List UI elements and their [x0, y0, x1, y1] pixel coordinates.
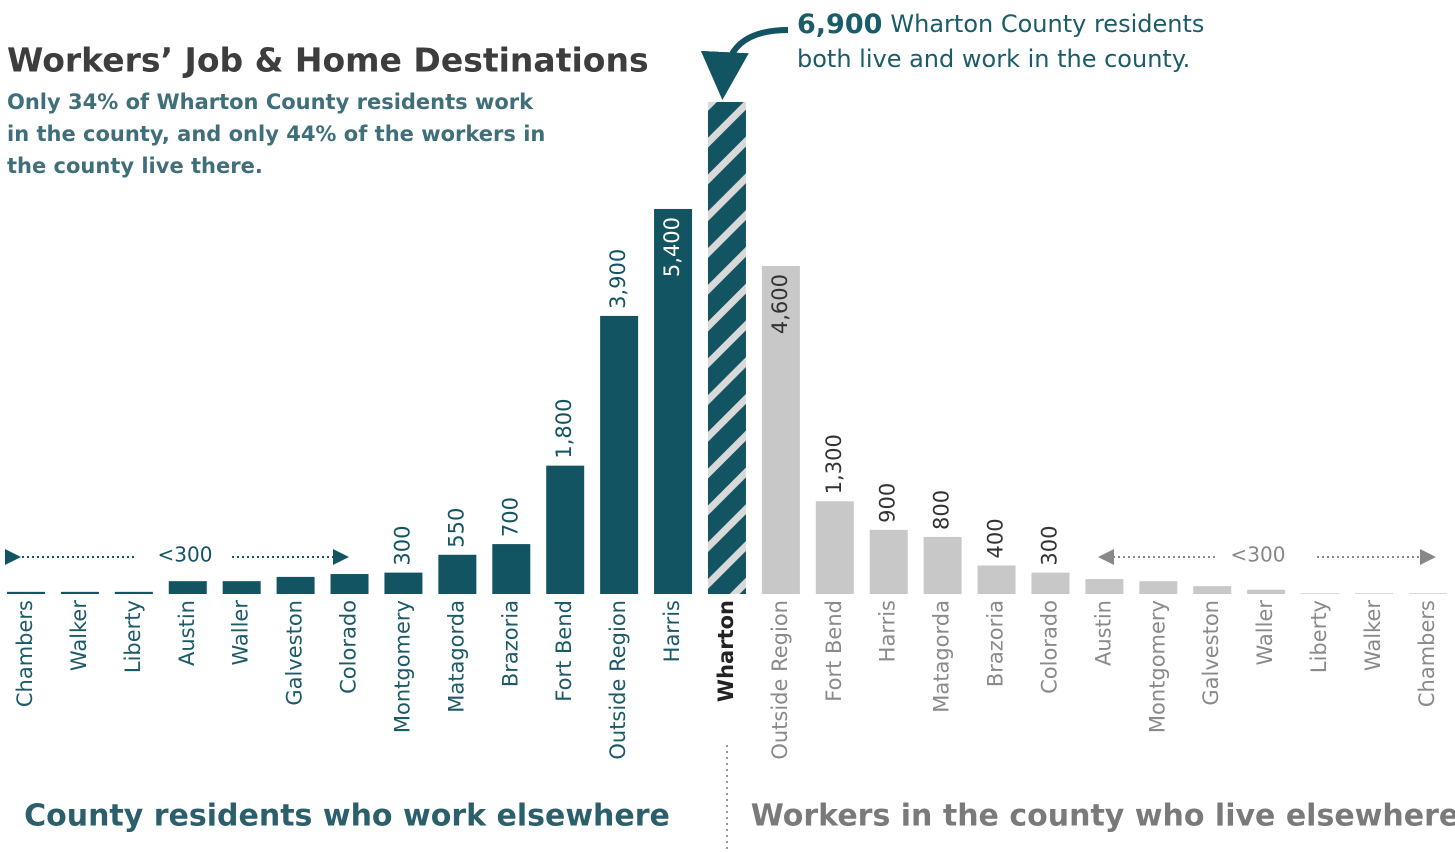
value-label: 400 [984, 518, 1008, 558]
bar [1193, 586, 1232, 594]
x-tick-label: Waller [1253, 600, 1277, 666]
bar [546, 465, 585, 594]
bar [815, 501, 854, 594]
x-tick-label: Chambers [1415, 600, 1439, 707]
value-label: 800 [930, 490, 954, 530]
x-tick-label: Brazoria [498, 600, 522, 687]
bar [977, 565, 1016, 594]
x-tick-label: Liberty [1307, 600, 1331, 673]
bar [761, 266, 800, 594]
bar [707, 102, 746, 594]
bar [600, 315, 639, 594]
x-tick-label: Colorado [1037, 600, 1061, 694]
x-tick-label: Matagorda [930, 600, 954, 713]
value-label: 550 [444, 508, 468, 548]
value-label: 900 [876, 483, 900, 523]
bar [1355, 593, 1393, 594]
group-label: <300 [1231, 543, 1286, 567]
value-label: 300 [1037, 526, 1061, 566]
bar [492, 544, 531, 594]
x-tick-label: Montgomery [390, 600, 414, 733]
annotation-text: Wharton County residents [890, 10, 1204, 38]
value-label: 700 [498, 497, 522, 537]
bar [1031, 572, 1070, 594]
bar [330, 574, 369, 594]
x-tick-label: Outside Region [606, 600, 630, 760]
x-tick-label: Harris [876, 600, 900, 662]
group-label: <300 [158, 543, 213, 567]
bar [114, 591, 153, 594]
x-tick-label: Brazoria [984, 600, 1008, 687]
bar [923, 536, 962, 594]
x-tick-label: Waller [229, 600, 253, 666]
x-tick-label: Harris [660, 600, 684, 662]
bar [1247, 589, 1286, 594]
bar [222, 581, 261, 594]
x-tick-label: Fort Bend [822, 600, 846, 702]
bar [1139, 581, 1178, 594]
value-label: 1,300 [822, 434, 846, 494]
bar [1085, 579, 1124, 594]
annotation-value: 6,900 [797, 9, 882, 40]
bar [7, 591, 45, 594]
x-tick-label: Chambers [13, 600, 37, 707]
bar [276, 576, 315, 594]
annotation: 6,900 Wharton County residents [797, 9, 1204, 40]
chart-title: Workers’ Job & Home Destinations [7, 41, 649, 80]
value-label: 4,600 [768, 274, 792, 334]
bar [438, 554, 477, 594]
value-label: 5,400 [660, 217, 684, 277]
x-tick-label: Matagorda [444, 600, 468, 713]
bar [1408, 593, 1447, 594]
bar [384, 572, 423, 594]
x-tick-label: Colorado [337, 600, 361, 694]
value-label: 3,900 [606, 249, 630, 309]
x-tick-label: Liberty [121, 600, 145, 673]
bar [60, 591, 99, 594]
subtitle: in the county, and only 44% of the worke… [7, 122, 545, 146]
right-group-title: Workers in the county who live elsewhere [751, 799, 1455, 834]
left-group-title: County residents who work elsewhere [24, 799, 670, 834]
bar [1301, 593, 1340, 594]
x-tick-label: Wharton [714, 600, 738, 702]
x-tick-label: Walker [67, 600, 91, 671]
x-tick-label: Galveston [283, 600, 307, 706]
x-tick-label: Austin [175, 600, 199, 666]
x-tick-label: Austin [1091, 600, 1115, 666]
bar [654, 208, 693, 594]
x-tick-label: Outside Region [768, 600, 792, 760]
annotation-text: both live and work in the county. [797, 45, 1190, 73]
annotation-arrow [700, 27, 789, 100]
x-tick-label: Walker [1361, 600, 1385, 671]
bar [869, 529, 908, 594]
x-tick-label: Fort Bend [552, 600, 576, 702]
x-tick-label: Montgomery [1145, 600, 1169, 733]
value-label: 300 [390, 526, 414, 566]
x-tick-label: Galveston [1199, 600, 1223, 706]
subtitle: Only 34% of Wharton County residents wor… [7, 90, 534, 114]
value-label: 1,800 [552, 399, 576, 459]
subtitle: the county live there. [7, 154, 263, 178]
bar [168, 581, 207, 594]
